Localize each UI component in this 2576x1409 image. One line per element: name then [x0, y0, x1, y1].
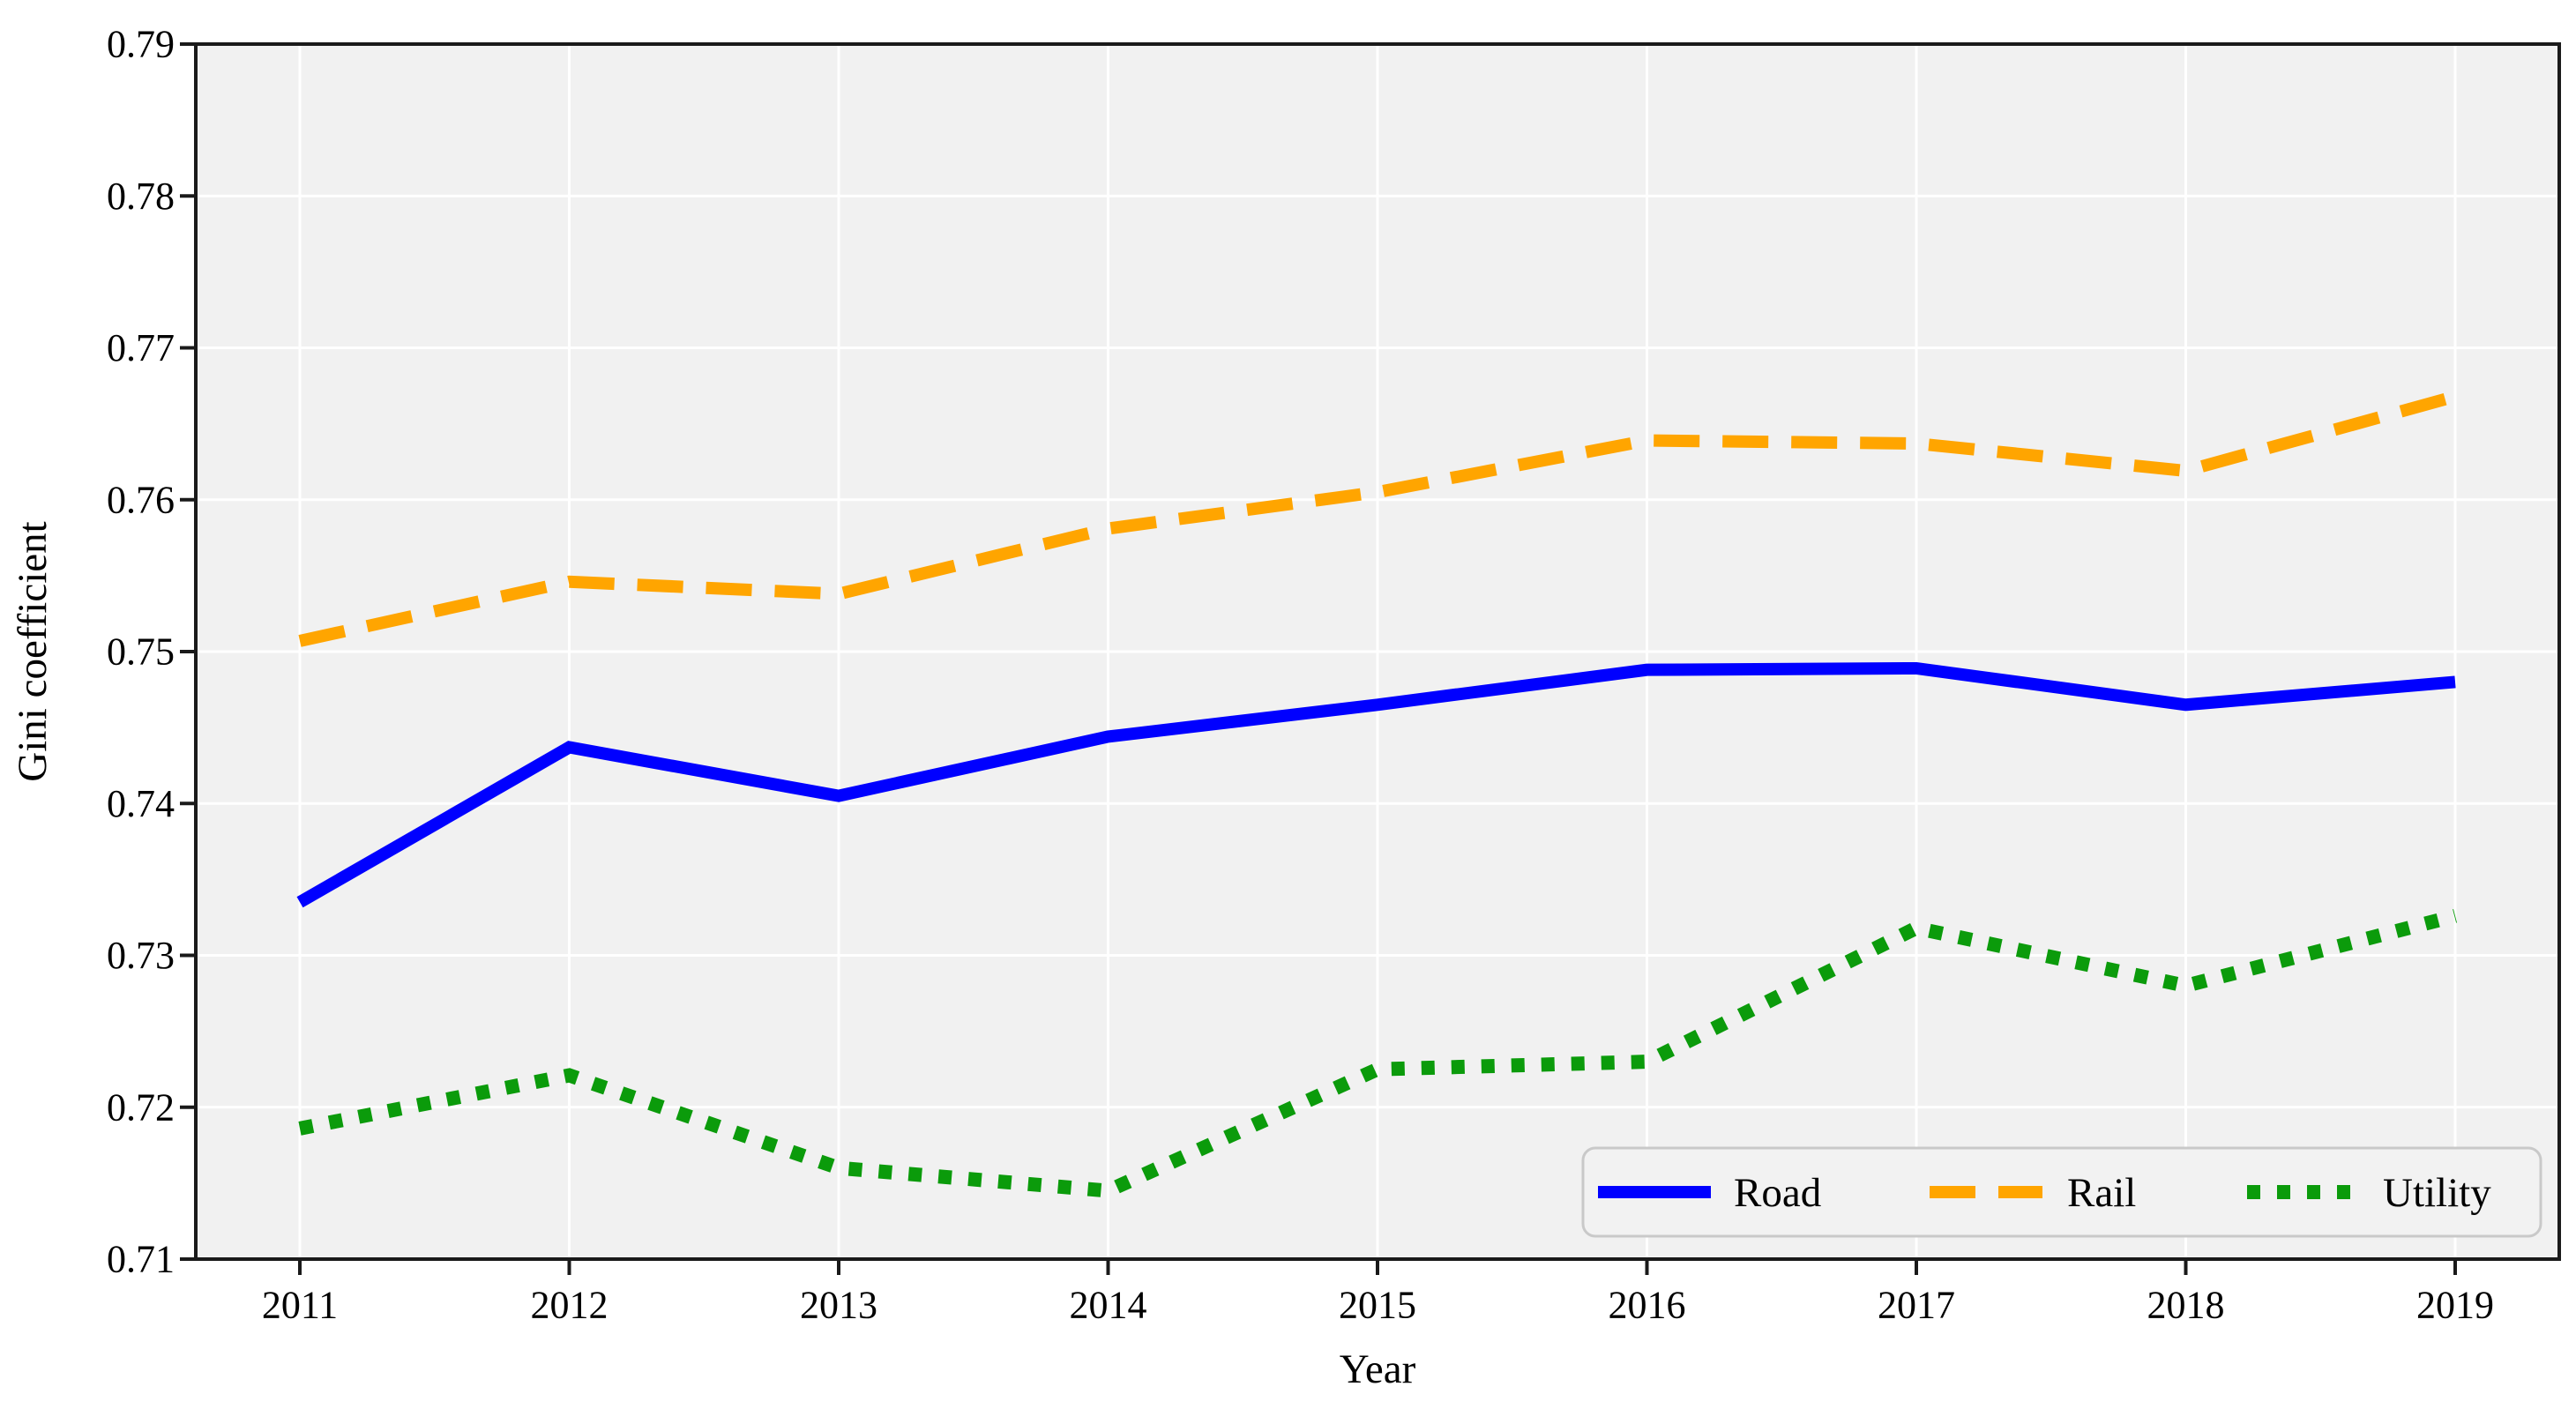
series-line-utility — [298, 908, 2458, 1198]
series-lines — [296, 390, 2458, 1198]
x-tick-label-2015: 2015 — [1339, 1284, 1416, 1327]
legend-entry-road: Road — [1598, 1170, 1821, 1216]
x-tick-label-2016: 2016 — [1609, 1284, 1686, 1327]
y-tick-label-0.73: 0.73 — [107, 934, 175, 977]
series-line-road — [296, 661, 2456, 908]
legend: Road Rail Utility — [1581, 1146, 2542, 1238]
y-tick-label-0.78: 0.78 — [107, 175, 175, 218]
y-tick-label-0.77: 0.77 — [107, 326, 175, 369]
y-tick-label-0.79: 0.79 — [107, 23, 175, 66]
legend-entry-utility: Utility — [2247, 1170, 2491, 1216]
legend-label-utility: Utility — [2383, 1170, 2491, 1216]
y-tick-label-0.71: 0.71 — [107, 1238, 175, 1281]
x-tick-label-2011: 2011 — [262, 1284, 338, 1327]
y-tick-label-0.76: 0.76 — [107, 478, 175, 521]
legend-label-road: Road — [1734, 1170, 1821, 1216]
legend-box — [1581, 1146, 2542, 1238]
x-tick-label-2013: 2013 — [800, 1284, 877, 1327]
x-tick-label-2012: 2012 — [531, 1284, 609, 1327]
x-tick-label-2019: 2019 — [2416, 1284, 2494, 1327]
x-tick-label-2018: 2018 — [2147, 1284, 2225, 1327]
y-axis-label: Gini coefficient — [10, 521, 56, 781]
x-tick-label-2017: 2017 — [1878, 1284, 1955, 1327]
axis-ticks: 2011 2012 2013 2014 2015 2016 2017 2018 2019 0.71… — [107, 23, 2494, 1327]
y-tick-label-0.72: 0.72 — [107, 1085, 175, 1129]
series-line-rail — [298, 390, 2457, 647]
x-tick-label-2014: 2014 — [1070, 1284, 1147, 1327]
x-axis-label: Year — [1340, 1346, 1416, 1392]
legend-entry-rail: Rail — [1930, 1170, 2136, 1216]
y-tick-label-0.75: 0.75 — [107, 630, 175, 674]
legend-label-rail: Rail — [2067, 1170, 2136, 1216]
y-tick-label-0.74: 0.74 — [107, 782, 175, 825]
